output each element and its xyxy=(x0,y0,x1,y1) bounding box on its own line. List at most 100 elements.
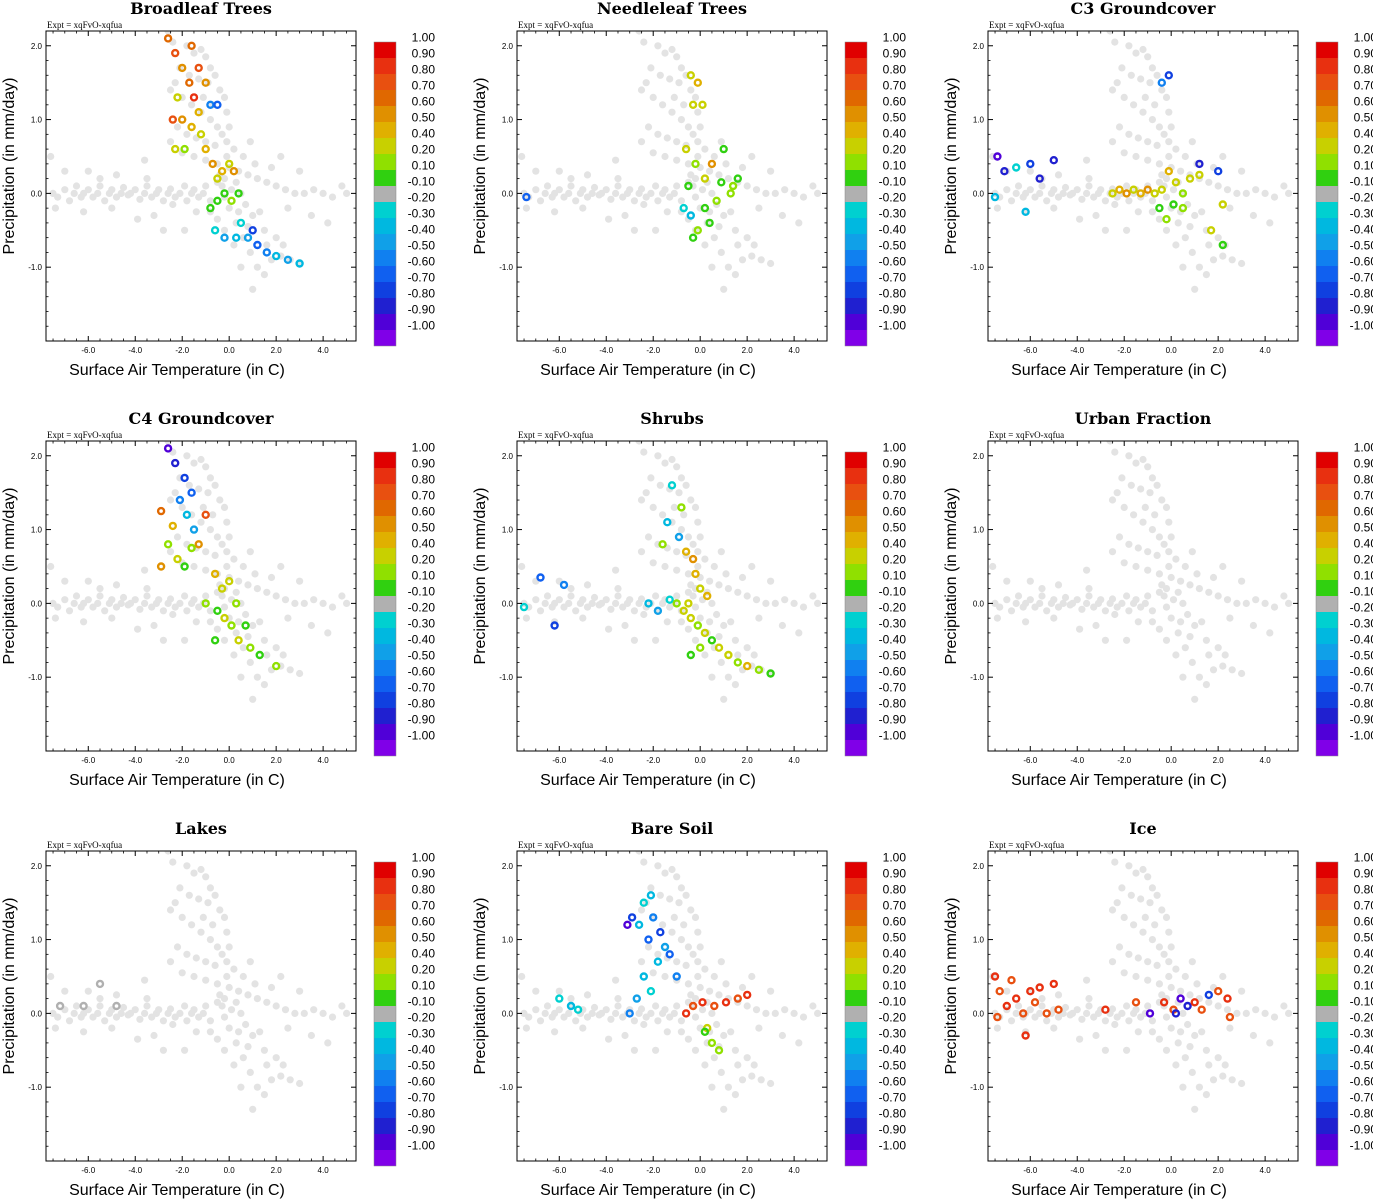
colorbar-label: 0.50 xyxy=(883,931,907,945)
background-point xyxy=(724,175,733,183)
background-point xyxy=(1249,621,1257,630)
colorbar-label: -0.60 xyxy=(1350,1075,1373,1089)
colored-point xyxy=(667,481,677,490)
colorbar-swatch xyxy=(374,1070,396,1086)
colorbar-swatch xyxy=(845,74,867,90)
colored-point xyxy=(177,63,187,73)
background-point xyxy=(1115,533,1124,541)
background-point xyxy=(1120,559,1128,567)
background-point xyxy=(637,496,646,504)
background-point xyxy=(687,906,695,914)
colorbar-label: -0.90 xyxy=(879,1123,907,1137)
background-point xyxy=(588,599,596,608)
background-point xyxy=(183,130,191,138)
background-point xyxy=(1261,599,1269,608)
background-point xyxy=(230,651,238,659)
colorbar-label: -0.30 xyxy=(1350,1027,1373,1041)
background-point xyxy=(272,234,280,242)
background-point xyxy=(701,1061,709,1069)
background-point xyxy=(141,189,149,197)
y-axis-label: Precipitation (in mm/day) xyxy=(1,488,18,665)
background-point xyxy=(677,936,686,944)
background-point xyxy=(1085,592,1093,600)
colored-point xyxy=(1178,203,1188,213)
x-tick-label: -2.0 xyxy=(1117,346,1131,355)
background-point xyxy=(1162,1046,1171,1054)
background-point xyxy=(696,943,704,951)
background-point xyxy=(670,93,678,101)
colorbar-label: 0.10 xyxy=(883,569,907,583)
y-tick-label: 1.0 xyxy=(973,936,985,945)
background-point xyxy=(199,503,207,511)
colorbar-swatch xyxy=(374,1038,396,1054)
background-point xyxy=(738,1076,747,1084)
colorbar-swatch xyxy=(845,234,867,250)
colorbar-label: -0.80 xyxy=(408,697,436,711)
colorbar-label: -0.30 xyxy=(879,207,907,221)
background-point xyxy=(166,138,175,146)
colorbar-label: 0.90 xyxy=(1354,47,1373,61)
background-point xyxy=(1101,636,1109,644)
colorbar-frame xyxy=(373,41,397,347)
background-point xyxy=(218,950,226,958)
colorbar-swatch xyxy=(374,1150,396,1166)
points-layer xyxy=(518,851,822,1113)
background-point xyxy=(1209,666,1218,674)
background-point xyxy=(1120,149,1128,157)
background-point xyxy=(1012,599,1020,608)
background-point xyxy=(96,592,104,600)
colorbar-swatch xyxy=(845,990,867,1006)
colorbar-swatch xyxy=(845,1134,867,1150)
colored-point xyxy=(1164,71,1174,80)
colored-point xyxy=(1101,1005,1110,1014)
colorbar-swatch xyxy=(374,298,396,314)
colored-point xyxy=(679,203,688,213)
background-point xyxy=(1177,577,1185,585)
colored-point xyxy=(1185,174,1195,183)
x-tick-label: 0.0 xyxy=(1166,756,1178,765)
colorbar-swatch xyxy=(374,1006,396,1022)
background-point xyxy=(1113,899,1121,907)
colored-point xyxy=(1213,987,1223,996)
expt-label: Expt = xqFvO-xqfua xyxy=(989,840,1064,850)
colored-point xyxy=(1218,240,1228,250)
background-point xyxy=(1205,1061,1213,1069)
background-point xyxy=(1078,1015,1086,1023)
background-point xyxy=(197,455,205,464)
colored-point xyxy=(262,248,271,257)
x-tick-label: 4.0 xyxy=(1260,346,1272,355)
colored-point xyxy=(639,972,648,981)
colorbar-label: -0.20 xyxy=(408,1011,436,1025)
background-point xyxy=(708,599,716,608)
background-point xyxy=(640,448,648,456)
background-point xyxy=(727,618,735,626)
colored-point xyxy=(220,233,229,242)
background-point xyxy=(202,182,210,190)
background-point xyxy=(661,49,669,57)
y-tick-label: 0.0 xyxy=(502,599,514,608)
colorbar-swatch xyxy=(1316,468,1338,484)
colored-point xyxy=(1136,189,1145,198)
background-point xyxy=(143,592,151,600)
background-point xyxy=(677,618,686,626)
background-point xyxy=(691,93,700,101)
x-tick-label: -2.0 xyxy=(1117,1166,1131,1175)
colored-point xyxy=(220,613,229,623)
colorbar-label: -0.80 xyxy=(1350,1107,1373,1121)
background-point xyxy=(635,441,643,445)
y-tick-label: -1.0 xyxy=(28,1083,42,1092)
background-point xyxy=(242,610,250,619)
background-point xyxy=(181,636,189,644)
background-point xyxy=(1148,884,1156,892)
background-point xyxy=(296,1079,304,1088)
background-point xyxy=(176,1009,184,1018)
background-point xyxy=(232,178,240,186)
colorbar-swatch xyxy=(845,1118,867,1134)
background-point xyxy=(319,599,327,608)
background-point xyxy=(1179,1083,1187,1091)
background-point xyxy=(1214,1054,1222,1062)
colored-point xyxy=(705,218,714,228)
colored-point xyxy=(990,192,1000,202)
